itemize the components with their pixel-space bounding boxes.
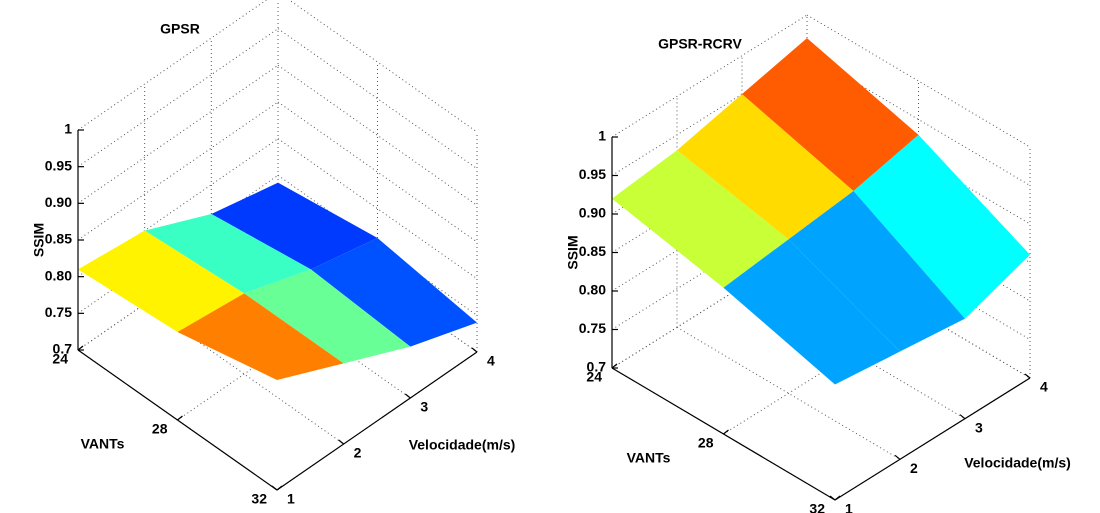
surface-face	[853, 134, 1030, 319]
y-axis	[834, 377, 1031, 501]
y-axis-label: Velocidade(m/s)	[409, 437, 516, 453]
z-tick-label: 1	[64, 121, 72, 137]
y-tick	[1024, 373, 1031, 379]
x-tick	[723, 429, 729, 435]
z-tick-label: 0.75	[579, 320, 606, 336]
x-axis-label: VANTs	[627, 450, 671, 466]
grid-line	[77, 64, 279, 204]
z-tick-label: 0.7	[53, 341, 73, 357]
z-tick-label: 0.80	[579, 282, 606, 298]
y-tick-label: 2	[910, 460, 918, 476]
y-tick-label: 4	[1040, 379, 1048, 395]
y-tick	[959, 414, 966, 420]
x-tick	[611, 363, 618, 369]
surface-face	[244, 269, 411, 364]
y-tick-label: 4	[487, 353, 495, 369]
surface-face	[310, 238, 477, 347]
y-tick	[829, 495, 836, 501]
z-tick-label: 0.7	[587, 359, 607, 375]
surface-face	[723, 239, 900, 385]
z-tick-label: 0.80	[45, 267, 72, 283]
grid-line	[277, 174, 478, 316]
grid-line	[77, 174, 279, 314]
y-tick	[338, 439, 345, 445]
z-tick-label: 0.90	[579, 205, 606, 221]
grid-line	[277, 101, 478, 243]
z-tick-label: 0.90	[45, 194, 72, 210]
surface-face	[677, 94, 854, 240]
grid-line	[177, 281, 378, 421]
z-tick-label: 0.95	[45, 157, 72, 173]
y-tick-label: 3	[420, 399, 428, 415]
x-tick-label: 28	[698, 435, 714, 451]
y-tick-label: 3	[975, 419, 983, 435]
x-tick-label: 24	[586, 369, 602, 385]
x-tick	[276, 485, 283, 491]
surface-face	[211, 182, 378, 270]
y-tick-label: 1	[845, 501, 853, 513]
z-tick-label: 0.75	[45, 304, 72, 320]
grid-line	[77, 211, 279, 351]
x-tick-label: 24	[52, 351, 68, 367]
x-tick	[834, 495, 841, 501]
grid-line	[77, 28, 279, 168]
y-tick	[271, 485, 278, 491]
x-axis-label: VANTs	[81, 436, 125, 452]
surface-face	[144, 214, 311, 294]
y-tick	[471, 347, 478, 353]
surface-face	[612, 150, 789, 288]
y-axis	[276, 351, 478, 491]
z-axis-label: SSIM	[565, 235, 581, 269]
chart-title: GPSR-RCRV	[658, 36, 742, 52]
surface-face	[78, 230, 245, 332]
grid-line	[277, 28, 478, 170]
grid-line	[277, 64, 478, 206]
z-tick-label: 0.85	[579, 243, 606, 259]
y-tick	[404, 393, 411, 399]
grid-line	[277, 138, 478, 280]
chart-title: GPSR	[160, 21, 200, 37]
y-tick	[894, 454, 901, 460]
surface-face	[177, 293, 344, 380]
z-tick-label: 0.95	[579, 166, 606, 182]
z-tick-label: 1	[598, 128, 606, 144]
x-tick	[177, 415, 183, 421]
surface-face	[742, 38, 919, 191]
x-tick	[77, 345, 84, 351]
y-axis-label: Velocidade(m/s)	[964, 455, 1071, 471]
surface-face	[788, 190, 965, 352]
x-tick-label: 28	[152, 421, 168, 437]
y-tick-label: 1	[287, 491, 295, 507]
z-tick-label: 0.85	[45, 231, 72, 247]
y-tick-label: 2	[354, 445, 362, 461]
grid-line	[77, 0, 268, 131]
z-axis-label: SSIM	[31, 223, 47, 257]
grid-line	[77, 101, 279, 241]
x-tick-label: 32	[809, 501, 825, 513]
x-tick-label: 32	[251, 491, 267, 507]
grid-line	[288, 0, 478, 133]
